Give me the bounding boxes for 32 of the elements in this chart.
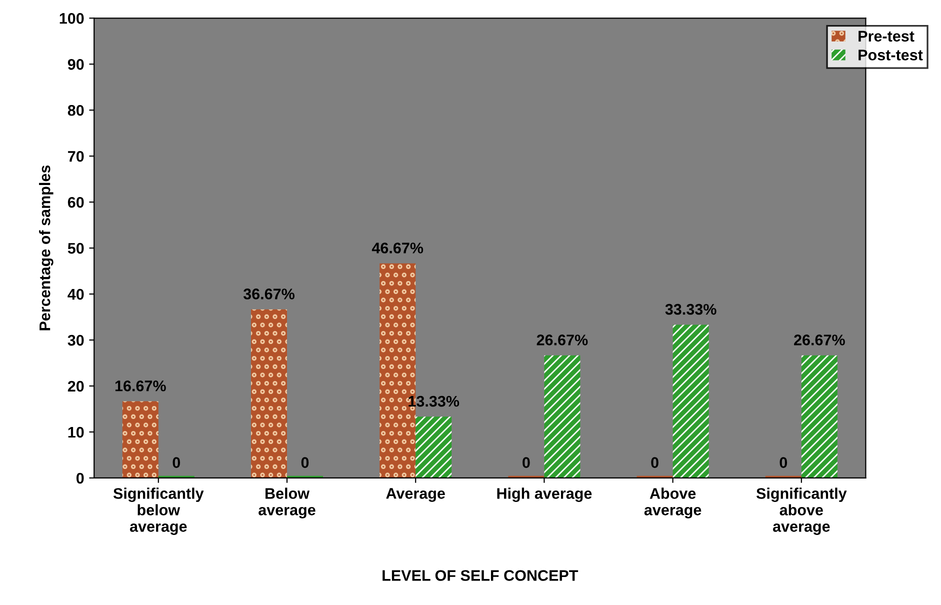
x-tick-label: Significantly above average [756,488,847,535]
data-label: 26.67% [794,334,845,346]
x-tick-label: Average [386,488,445,502]
y-tick-label: 80 [68,104,84,116]
y-tick-label: 90 [68,59,84,70]
y-tick-label: 40 [68,288,84,300]
y-tick-label: 20 [68,380,84,392]
y-tick-label: 0 [76,472,84,484]
y-tick-label: 30 [68,334,84,346]
x-axis-title: LEVEL OF SELF CONCEPT [382,570,578,581]
data-label: 16.67% [115,380,166,392]
y-tick-label: 60 [68,196,84,208]
data-label: 33.33% [665,304,716,315]
y-axis-title: Percentage of samples [39,165,54,330]
y-tick-label: 50 [68,242,84,254]
data-label: 0 [301,457,309,468]
y-tick-label: 10 [68,426,84,438]
data-label: 0 [651,457,658,468]
x-tick-label: High average [497,488,592,502]
x-tick-label: Above average [644,488,702,518]
data-label: 0 [172,457,180,468]
data-label: 46.67% [372,242,424,254]
x-tick-label: Below average [258,488,316,518]
legend-label: Post-test [858,50,923,60]
data-label: 0 [780,457,788,468]
y-tick-label: 70 [68,150,84,162]
legend-label: Pre-test [858,30,914,42]
data-label: 0 [522,457,530,468]
data-label: 36.67% [243,288,295,300]
x-tick-label: Significantly below average [113,488,204,535]
y-tick-label: 100 [60,13,84,24]
data-label: 26.67% [536,334,588,346]
